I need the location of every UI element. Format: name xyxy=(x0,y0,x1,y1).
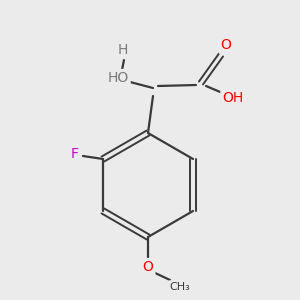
Text: OH: OH xyxy=(222,91,244,105)
Text: CH₃: CH₃ xyxy=(169,282,190,292)
Text: HO: HO xyxy=(107,71,129,85)
Text: O: O xyxy=(220,38,231,52)
Text: H: H xyxy=(118,43,128,57)
Text: F: F xyxy=(71,147,79,161)
Text: O: O xyxy=(142,260,153,274)
